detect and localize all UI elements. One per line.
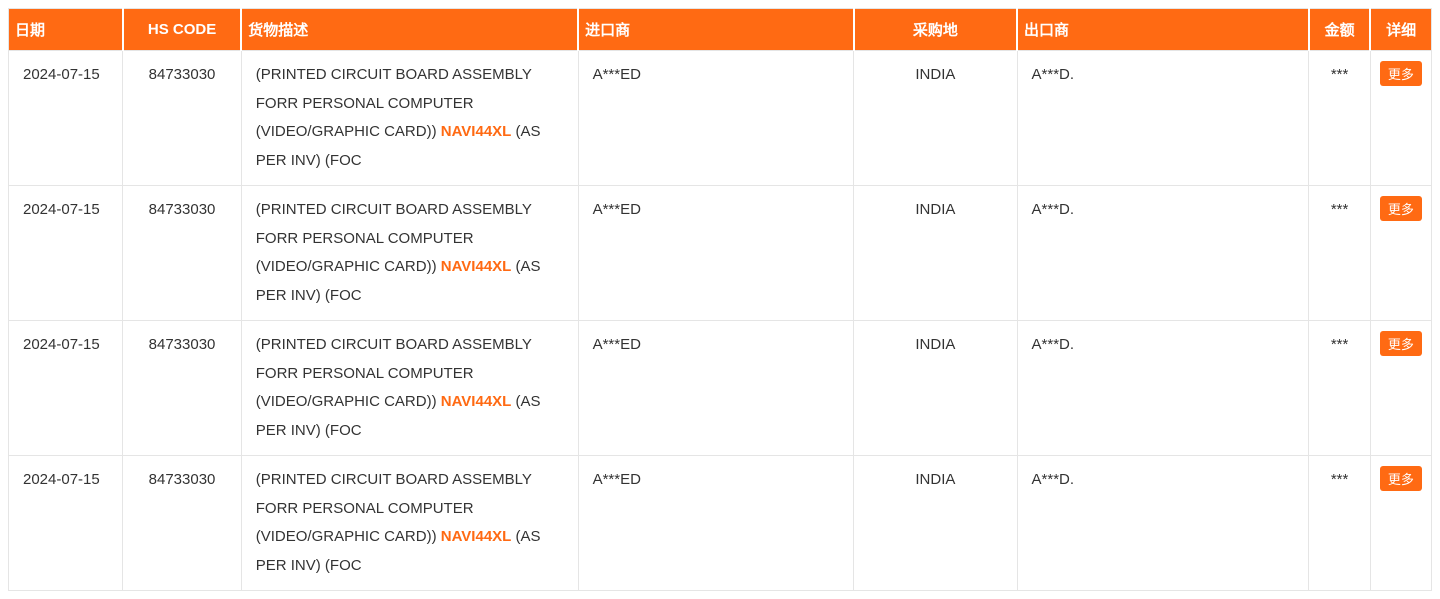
table-body: 2024-07-1584733030(PRINTED CIRCUIT BOARD… [9, 51, 1432, 591]
cell-amount: *** [1309, 186, 1370, 321]
cell-amount: *** [1309, 456, 1370, 591]
trade-data-table: 日期 HS CODE 货物描述 进口商 采购地 出口商 金额 详细 2024-0… [8, 8, 1432, 591]
cell-importer: A***ED [578, 321, 854, 456]
cell-description: (PRINTED CIRCUIT BOARD ASSEMBLY FORR PER… [241, 51, 578, 186]
cell-detail: 更多 [1370, 456, 1431, 591]
col-header-description: 货物描述 [241, 9, 578, 51]
cell-importer: A***ED [578, 186, 854, 321]
col-header-importer: 进口商 [578, 9, 854, 51]
cell-detail: 更多 [1370, 51, 1431, 186]
col-header-date: 日期 [9, 9, 123, 51]
more-button[interactable]: 更多 [1380, 196, 1422, 221]
col-header-hs-code: HS CODE [123, 9, 241, 51]
cell-exporter: A***D. [1017, 321, 1309, 456]
cell-date: 2024-07-15 [9, 186, 123, 321]
cell-date: 2024-07-15 [9, 456, 123, 591]
cell-exporter: A***D. [1017, 456, 1309, 591]
cell-detail: 更多 [1370, 321, 1431, 456]
more-button[interactable]: 更多 [1380, 466, 1422, 491]
cell-origin: INDIA [854, 456, 1017, 591]
cell-description: (PRINTED CIRCUIT BOARD ASSEMBLY FORR PER… [241, 456, 578, 591]
cell-hs-code: 84733030 [123, 51, 241, 186]
cell-hs-code: 84733030 [123, 186, 241, 321]
cell-origin: INDIA [854, 186, 1017, 321]
cell-origin: INDIA [854, 321, 1017, 456]
col-header-amount: 金额 [1309, 9, 1370, 51]
cell-importer: A***ED [578, 456, 854, 591]
cell-exporter: A***D. [1017, 51, 1309, 186]
col-header-origin: 采购地 [854, 9, 1017, 51]
table-header: 日期 HS CODE 货物描述 进口商 采购地 出口商 金额 详细 [9, 9, 1432, 51]
cell-origin: INDIA [854, 51, 1017, 186]
more-button[interactable]: 更多 [1380, 331, 1422, 356]
table-row: 2024-07-1584733030(PRINTED CIRCUIT BOARD… [9, 456, 1432, 591]
desc-highlight: NAVI44XL [441, 123, 512, 140]
cell-hs-code: 84733030 [123, 321, 241, 456]
cell-detail: 更多 [1370, 186, 1431, 321]
cell-date: 2024-07-15 [9, 51, 123, 186]
table-row: 2024-07-1584733030(PRINTED CIRCUIT BOARD… [9, 51, 1432, 186]
col-header-detail: 详细 [1370, 9, 1431, 51]
cell-date: 2024-07-15 [9, 321, 123, 456]
more-button[interactable]: 更多 [1380, 61, 1422, 86]
cell-hs-code: 84733030 [123, 456, 241, 591]
cell-amount: *** [1309, 321, 1370, 456]
col-header-exporter: 出口商 [1017, 9, 1309, 51]
cell-amount: *** [1309, 51, 1370, 186]
cell-description: (PRINTED CIRCUIT BOARD ASSEMBLY FORR PER… [241, 321, 578, 456]
cell-description: (PRINTED CIRCUIT BOARD ASSEMBLY FORR PER… [241, 186, 578, 321]
desc-highlight: NAVI44XL [441, 528, 512, 545]
cell-exporter: A***D. [1017, 186, 1309, 321]
table-row: 2024-07-1584733030(PRINTED CIRCUIT BOARD… [9, 321, 1432, 456]
table-row: 2024-07-1584733030(PRINTED CIRCUIT BOARD… [9, 186, 1432, 321]
desc-highlight: NAVI44XL [441, 258, 512, 275]
desc-highlight: NAVI44XL [441, 393, 512, 410]
cell-importer: A***ED [578, 51, 854, 186]
